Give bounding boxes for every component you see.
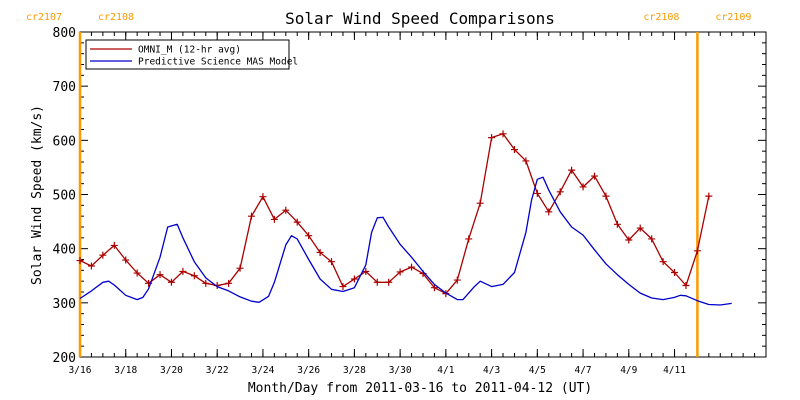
data-point-omni: [579, 183, 587, 191]
data-point-omni: [236, 264, 244, 272]
data-point-omni: [453, 276, 461, 284]
series-line-mas: [79, 176, 732, 306]
data-point-omni: [282, 206, 290, 214]
data-point-omni: [556, 188, 564, 196]
y-axis-label: Solar Wind Speed (km/s): [30, 105, 45, 285]
data-point-omni: [396, 268, 404, 276]
x-tick-label: 4/9: [620, 365, 637, 376]
y-tick-label: 700: [53, 80, 76, 95]
x-tick-label: 3/30: [389, 365, 412, 376]
data-point-omni: [671, 269, 679, 276]
data-point-omni: [568, 166, 576, 174]
data-point-omni: [339, 283, 347, 291]
rotation-label-left: cr2107: [26, 12, 62, 23]
data-point-omni: [133, 269, 141, 277]
y-tick-label: 300: [53, 297, 76, 312]
data-point-omni: [362, 267, 370, 275]
x-tick-label: 4/1: [437, 365, 454, 376]
rotation-label-right: cr2109: [715, 12, 751, 23]
data-point-omni: [636, 224, 644, 232]
data-point-omni: [499, 130, 507, 138]
series-line-omni: [79, 133, 710, 295]
data-point-omni: [259, 193, 267, 201]
data-point-omni: [488, 134, 496, 142]
data-point-omni: [270, 215, 278, 223]
data-point-omni: [591, 172, 598, 180]
data-point-omni: [316, 248, 324, 256]
x-tick-label: 3/26: [297, 365, 320, 376]
data-point-omni: [122, 256, 130, 264]
y-tick-label: 600: [53, 134, 76, 149]
data-point-omni: [408, 263, 416, 271]
data-point-omni: [659, 258, 667, 266]
data-point-omni: [87, 262, 95, 270]
data-point-omni: [476, 199, 484, 207]
x-axis-label: Month/Day from 2011-03-16 to 2011-04-12 …: [248, 381, 592, 396]
data-point-omni: [613, 220, 621, 228]
y-tick-label: 500: [53, 189, 76, 204]
data-point-omni: [373, 278, 381, 286]
data-point-omni: [705, 192, 713, 200]
data-point-omni: [179, 267, 187, 275]
x-tick-label: 3/28: [343, 365, 366, 376]
y-tick-label: 200: [53, 351, 76, 366]
x-tick-label: 3/20: [160, 365, 183, 376]
data-point-omni: [682, 282, 690, 289]
x-tick-label: 4/11: [663, 365, 686, 376]
rotation-label-left: cr2108: [643, 12, 679, 23]
data-point-omni: [385, 278, 393, 286]
data-point-omni: [693, 247, 701, 255]
data-point-omni: [99, 251, 107, 259]
x-tick-label: 3/18: [114, 365, 137, 376]
data-point-omni: [533, 189, 541, 197]
data-point-omni: [328, 258, 336, 266]
data-point-omni: [225, 279, 233, 287]
data-point-omni: [545, 208, 553, 216]
data-point-omni: [190, 272, 198, 280]
data-point-omni: [625, 236, 633, 244]
x-tick-label: 3/24: [251, 365, 274, 376]
x-tick-label: 3/16: [69, 365, 92, 376]
data-point-omni: [156, 271, 164, 279]
rotation-label-right: cr2108: [98, 12, 134, 23]
plot-area: 200 300 400 500 600 700 800 3/16 3/18 3/20 3/22 3/2…: [26, 12, 767, 376]
data-point-omni: [602, 192, 610, 200]
data-point-omni: [110, 241, 118, 249]
data-point-omni: [350, 275, 358, 283]
data-point-omni: [522, 157, 530, 165]
data-point-omni: [293, 218, 301, 226]
data-point-omni: [248, 212, 255, 220]
legend-box: [85, 39, 290, 70]
x-tick-label: 3/22: [206, 365, 229, 376]
y-tick-label: 800: [53, 26, 76, 41]
data-point-omni: [202, 279, 210, 287]
data-point-omni: [76, 257, 84, 265]
data-point-omni: [465, 235, 473, 243]
data-point-omni: [167, 278, 175, 286]
legend-label-omni: OMNI_M (12-hr avg): [138, 45, 241, 56]
y-tick-label: 400: [53, 243, 76, 258]
data-point-omni: [510, 146, 518, 154]
data-point-omni: [648, 235, 656, 243]
x-tick-label: 4/7: [574, 365, 591, 376]
data-point-omni: [305, 232, 313, 240]
x-tick-label: 4/5: [529, 365, 546, 376]
legend: OMNI_M (12-hr avg) Predictive Science MA…: [85, 39, 298, 70]
x-tick-label: 4/3: [483, 365, 500, 376]
legend-label-mas: Predictive Science MAS Model: [138, 57, 298, 68]
chart-title: Solar Wind Speed Comparisons: [285, 9, 555, 28]
data-point-omni: [430, 284, 438, 292]
